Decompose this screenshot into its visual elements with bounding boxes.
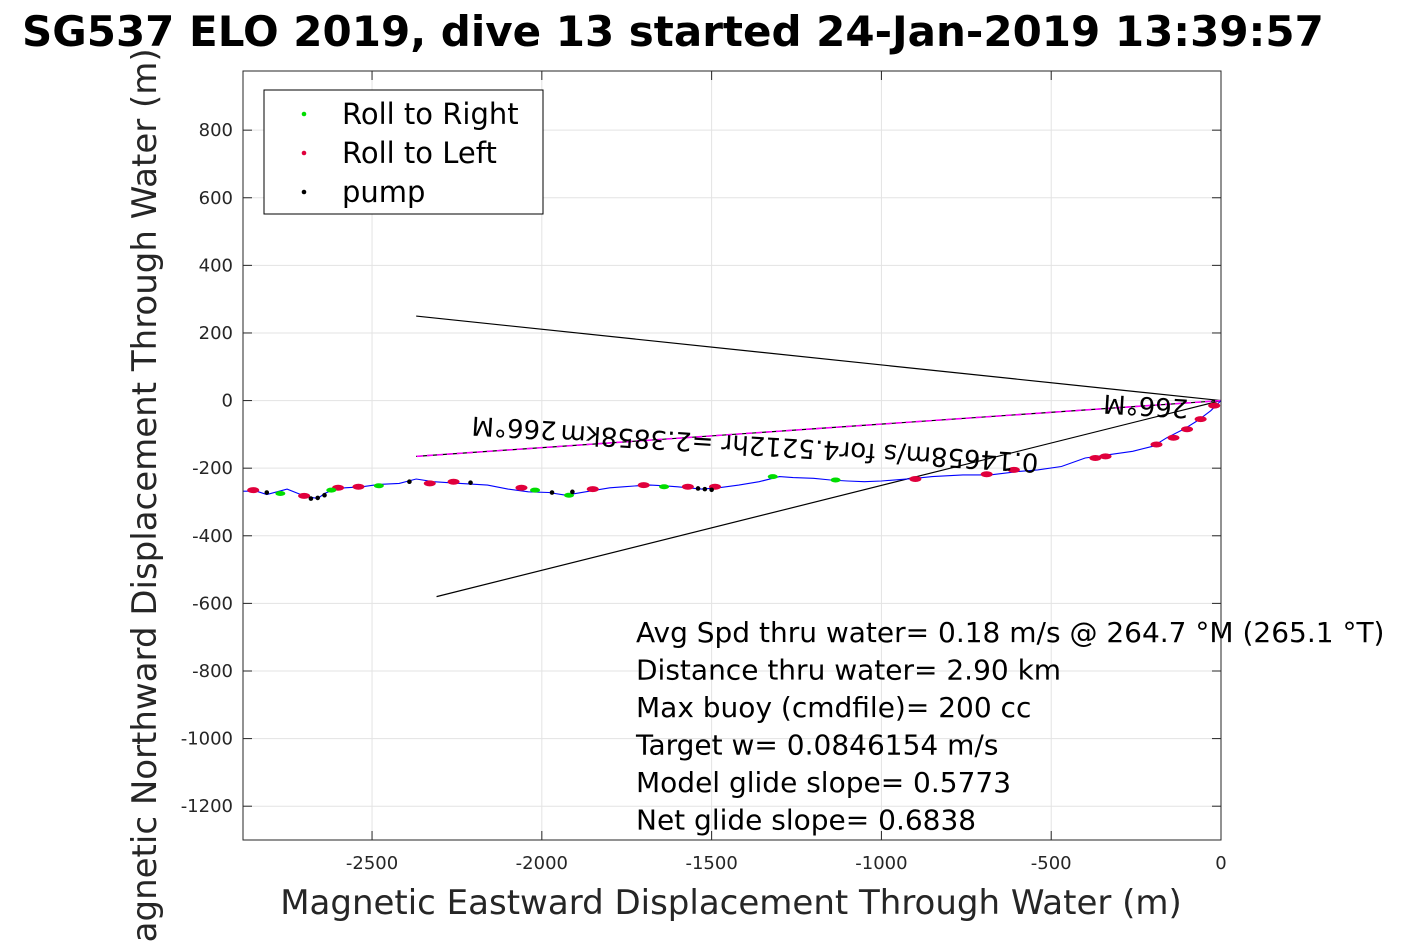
pump-point bbox=[570, 489, 575, 495]
heading-line bbox=[416, 399, 1221, 458]
pump-point bbox=[322, 492, 327, 498]
x-axis-label: Magnetic Eastward Displacement Through W… bbox=[280, 883, 1182, 923]
guide-line bbox=[436, 399, 1221, 598]
roll-right-point bbox=[564, 492, 574, 498]
guide-line bbox=[416, 315, 1221, 402]
roll-right-point bbox=[767, 474, 778, 480]
x-tick-label: -500 bbox=[1031, 853, 1072, 874]
roll-left-point bbox=[1167, 434, 1180, 441]
legend-marker bbox=[301, 189, 307, 195]
y-tick-label: -600 bbox=[192, 593, 233, 614]
roll-left-point bbox=[586, 486, 599, 493]
y-tick-label: 0 bbox=[222, 391, 233, 412]
roll-left-point bbox=[247, 487, 260, 494]
roll-left-point bbox=[298, 492, 311, 499]
legend-box bbox=[263, 89, 544, 215]
annotation-line: Model glide slope= 0.5773 bbox=[636, 766, 1011, 799]
pump-point bbox=[709, 487, 714, 493]
roll-left-point bbox=[1181, 426, 1194, 433]
legend-marker bbox=[301, 111, 307, 117]
pump-point bbox=[702, 486, 708, 492]
y-tick-label: -1200 bbox=[181, 796, 233, 817]
x-tick-label: -1000 bbox=[855, 853, 907, 874]
legend: Roll to Right Roll to Left pump bbox=[263, 89, 544, 215]
roll-left-point bbox=[423, 480, 436, 487]
x-tick-label: 0 bbox=[1215, 853, 1226, 874]
roll-right-point bbox=[659, 484, 670, 490]
legend-label: Roll to Right bbox=[342, 97, 519, 131]
y-tick-label: 200 bbox=[199, 323, 233, 344]
y-tick-label: -1000 bbox=[181, 729, 233, 750]
roll-left-point bbox=[1007, 466, 1020, 473]
annotation-block: Avg Spd thru water= 0.18 m/s @ 264.7 °M … bbox=[635, 616, 1384, 837]
roll-left-point bbox=[1089, 455, 1102, 462]
annotation-line: Net glide slope= 0.6838 bbox=[636, 804, 976, 837]
roll-left-point bbox=[1208, 402, 1221, 409]
y-tick-label: -800 bbox=[192, 661, 233, 682]
roll-right-point bbox=[326, 487, 337, 493]
y-tick-label: 400 bbox=[199, 255, 233, 276]
y-tick-label: -400 bbox=[192, 526, 233, 547]
roll-left-point bbox=[1150, 441, 1163, 448]
roll-left-point bbox=[980, 471, 993, 478]
annotation-line: Max buoy (cmdfile)= 200 cc bbox=[636, 691, 1031, 724]
pump-point bbox=[308, 496, 314, 501]
heading-label: 266°M bbox=[471, 410, 558, 445]
annotation-line: Target w= 0.0846154 m/s bbox=[635, 729, 998, 762]
roll-right-point bbox=[275, 491, 286, 497]
roll-right-point bbox=[373, 483, 384, 489]
roll-left-point bbox=[681, 483, 694, 490]
x-tick-label: -1500 bbox=[685, 853, 737, 874]
pump-point bbox=[695, 486, 701, 491]
y-axis-label: Magnetic Northward Displacement Through … bbox=[125, 48, 165, 945]
legend-label: pump bbox=[342, 175, 425, 209]
x-tick-label: -2500 bbox=[346, 853, 398, 874]
chart-title: SG537 ELO 2019, dive 13 started 24-Jan-2… bbox=[22, 7, 1324, 56]
roll-left-point bbox=[515, 484, 528, 491]
roll-right-point bbox=[530, 487, 541, 493]
roll-left-point bbox=[447, 478, 460, 485]
y-tick-label: 800 bbox=[199, 120, 233, 141]
roll-left-point bbox=[1194, 416, 1207, 423]
roll-right-point bbox=[830, 477, 841, 483]
annotation-line: Avg Spd thru water= 0.18 m/s @ 264.7 °M … bbox=[636, 616, 1384, 649]
plot-frame bbox=[242, 70, 1222, 841]
x-tick-label: -2000 bbox=[516, 853, 568, 874]
track-line bbox=[243, 400, 1221, 500]
y-tick-label: 600 bbox=[199, 188, 233, 209]
roll-left-point bbox=[352, 483, 365, 490]
pump-point bbox=[315, 495, 321, 501]
heading-label: 266°M bbox=[1102, 388, 1189, 423]
pump-point bbox=[264, 490, 270, 495]
y-tick-label: -200 bbox=[192, 458, 233, 479]
roll-left-point bbox=[909, 475, 922, 482]
legend-label: Roll to Left bbox=[342, 136, 497, 170]
pump-point bbox=[407, 479, 412, 484]
legend-marker bbox=[301, 150, 307, 156]
annotation-line: Distance thru water= 2.90 km bbox=[636, 654, 1061, 687]
roll-left-point bbox=[637, 482, 650, 489]
roll-left-point bbox=[1099, 453, 1112, 460]
pump-point bbox=[549, 490, 555, 495]
pump-point bbox=[468, 480, 473, 486]
